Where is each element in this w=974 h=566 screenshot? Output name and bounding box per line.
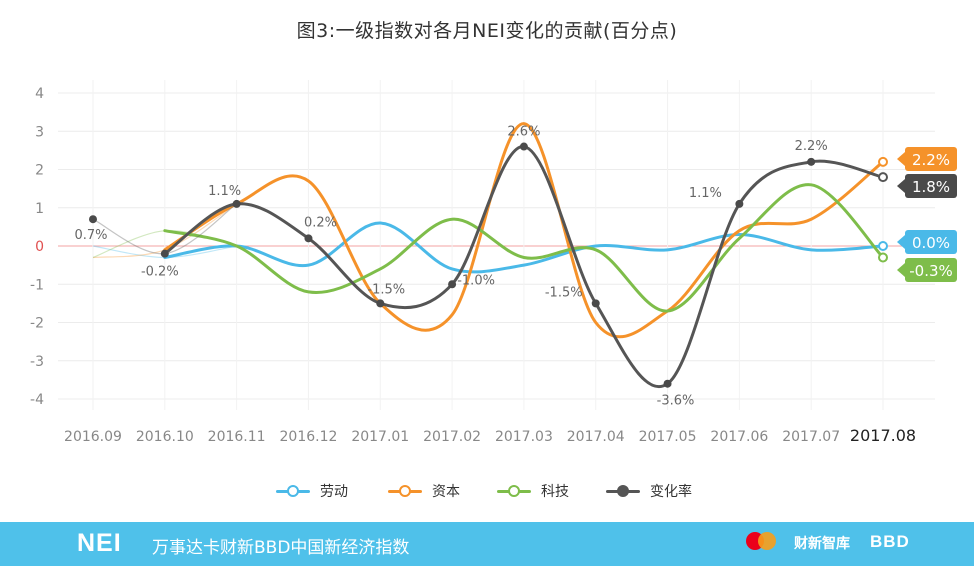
mastercard-logo-icon [744, 530, 778, 554]
data-point-change-rate [160, 249, 169, 258]
bbd-logo: BBD [870, 532, 910, 551]
series-line-capital [163, 122, 885, 339]
y-tick-label: -2 [30, 316, 44, 332]
x-tick-label: 2017.03 [495, 429, 553, 445]
y-tick-label: 3 [35, 124, 44, 140]
legend-item-tech[interactable]: 科技 [497, 478, 569, 504]
legend-item-change-rate[interactable]: 变化率 [606, 478, 692, 504]
y-tick-label: -4 [30, 392, 44, 408]
y-tick-label: 4 [35, 86, 44, 102]
data-label: 0.7% [74, 228, 107, 243]
data-label: 1.1% [208, 184, 241, 199]
data-point-change-rate [89, 215, 97, 224]
data-point-change-rate [519, 142, 528, 151]
y-tick-label: 2 [35, 163, 44, 179]
data-point-change-rate [232, 199, 241, 208]
chart-plot: 4 3 2 1 0 -1 -2 -3 -4 2016.09 2016.10 2016.11 2016.1… [30, 80, 957, 445]
data-label: 2.2% [795, 139, 828, 154]
data-label: -1.5% [545, 285, 583, 300]
data-label: -3.6% [657, 394, 695, 409]
y-tick-label: 1 [35, 201, 44, 217]
x-tick-label: 2017.05 [639, 429, 697, 445]
badge-pointer [897, 235, 905, 249]
legend-label: 劳动 [320, 484, 348, 500]
end-badge-label: -0.3% [909, 262, 953, 280]
x-tick-label: 2016.12 [280, 429, 338, 445]
x-tick-label: 2017.08 [850, 426, 916, 445]
x-tick-label: 2017.04 [567, 429, 625, 445]
x-tick-label: 2017.02 [423, 429, 481, 445]
legend-swatch-change-rate [606, 484, 640, 498]
x-tick-label: 2016.09 [64, 429, 122, 445]
end-badge [905, 230, 957, 254]
nei-logo: NEI [77, 529, 122, 557]
data-label: 2.6% [507, 125, 540, 140]
end-badge [905, 174, 957, 198]
legend-swatch-capital [388, 484, 422, 498]
chart-title: 图3:一级指数对各月NEI变化的贡献(百分点) [296, 20, 678, 42]
data-label: 1.1% [689, 186, 722, 201]
series-line-labor [163, 221, 885, 274]
end-badge-label: 0.0% [912, 234, 950, 252]
badge-pointer [897, 179, 905, 193]
footer-text: 万事达卡财新BBD中国新经济指数 [152, 538, 410, 558]
data-point-change-rate [376, 299, 385, 308]
legend-swatch-tech [497, 484, 531, 498]
legend-label: 科技 [541, 484, 569, 500]
data-point-change-rate [591, 299, 600, 308]
end-badge [905, 258, 957, 282]
data-point-change-rate [807, 157, 816, 166]
caixin-logo: 财新智库 [794, 536, 850, 552]
data-label: -0.2% [141, 265, 179, 280]
data-point-change-rate [304, 234, 313, 243]
footer-banner: NEI 万事达卡财新BBD中国新经济指数 财新智库 BBD [0, 522, 974, 566]
y-tick-label: 0 [35, 239, 44, 255]
x-tick-label: 2017.07 [782, 429, 840, 445]
x-tick-label: 2016.11 [208, 429, 266, 445]
end-marker [878, 241, 888, 251]
legend-swatch-labor [276, 484, 310, 498]
series-line-tech [163, 183, 885, 313]
x-tick-label: 2017.01 [351, 429, 409, 445]
data-point-change-rate [448, 280, 457, 289]
end-marker [878, 252, 888, 263]
x-tick-label: 2017.06 [710, 429, 768, 445]
data-point-change-rate [663, 379, 672, 388]
end-badge-label: 2.2% [912, 151, 950, 169]
badge-pointer [897, 263, 905, 277]
y-tick-label: -3 [30, 354, 44, 370]
y-tick-label: -1 [30, 277, 44, 293]
end-marker [878, 156, 888, 167]
chart-legend: 劳动 资本 科技 变化率 [0, 478, 974, 504]
x-tick-label: 2016.10 [136, 429, 194, 445]
legend-item-labor[interactable]: 劳动 [276, 478, 348, 504]
end-badge [905, 147, 957, 171]
legend-item-capital[interactable]: 资本 [388, 478, 460, 504]
end-marker [878, 172, 888, 183]
data-point-change-rate [735, 199, 744, 208]
data-label: 0.2% [304, 215, 337, 230]
legend-label: 变化率 [650, 484, 692, 500]
end-badge-label: 1.8% [912, 178, 950, 196]
legend-label: 资本 [432, 484, 460, 500]
badge-pointer [897, 152, 905, 166]
data-label: -1.5% [367, 282, 405, 297]
data-label: -1.0% [457, 273, 495, 288]
